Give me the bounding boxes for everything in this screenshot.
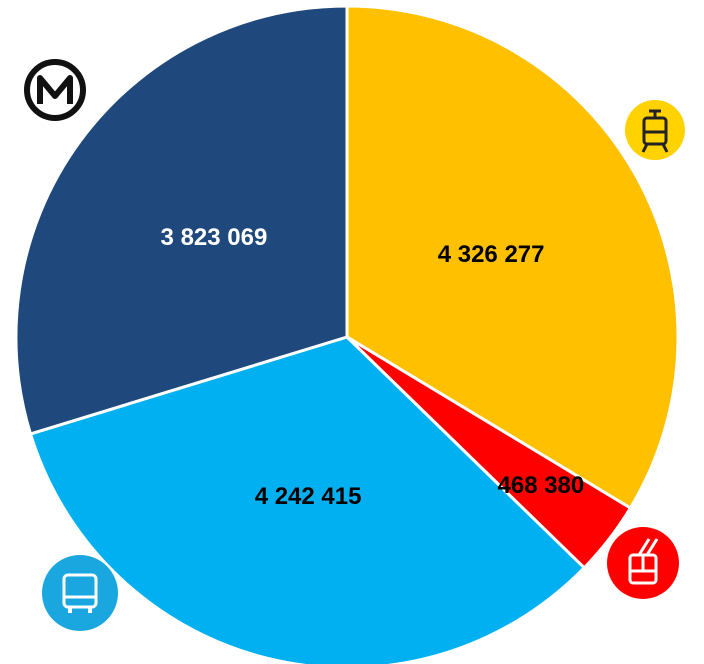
value-label: 3 823 069: [161, 224, 268, 251]
value-labels: 4 326 277 468 380 4 242 415 3 823 069: [161, 224, 585, 510]
trolleybus-icon: [607, 527, 679, 599]
pie: [14, 4, 680, 664]
pie-slice: [14, 4, 349, 436]
value-label: 4 242 415: [255, 483, 362, 510]
bus-icon: [42, 555, 118, 631]
pie-slice: [345, 4, 680, 510]
value-label: 468 380: [498, 472, 585, 499]
value-label: 4 326 277: [438, 241, 545, 268]
pie-slice: [28, 335, 586, 664]
metro-icon: [24, 59, 86, 121]
tram-icon: [625, 100, 685, 160]
